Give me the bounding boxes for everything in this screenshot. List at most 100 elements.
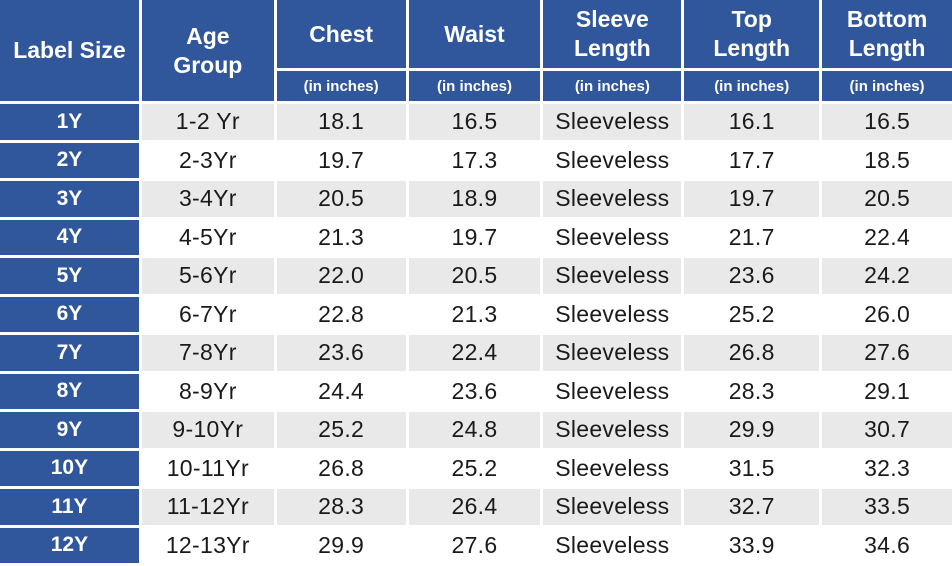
top-length-cell: 31.5 [684, 450, 820, 486]
top-length-cell: 29.9 [684, 412, 820, 448]
age-group-cell: 5-6Yr [141, 258, 274, 294]
label-size-cell: 11Y [0, 489, 139, 525]
label-size-cell: 8Y [0, 373, 139, 409]
top-length-cell: 17.7 [684, 142, 820, 178]
bottom-length-cell: 30.7 [822, 412, 952, 448]
age-group-cell: 2-3Yr [141, 142, 274, 178]
table-row: 4Y 4-5Yr 21.3 19.7 Sleeveless 21.7 22.4 [0, 219, 952, 255]
col-header-waist: Waist [408, 0, 541, 68]
chest-cell: 26.8 [276, 450, 406, 486]
waist-cell: 27.6 [408, 527, 541, 563]
table-row: 5Y 5-6Yr 22.0 20.5 Sleeveless 23.6 24.2 [0, 258, 952, 294]
sleeve-length-cell: Sleeveless [543, 412, 682, 448]
top-length-cell: 23.6 [684, 258, 820, 294]
table-row: 1Y 1-2 Yr 18.1 16.5 Sleeveless 16.1 16.5 [0, 104, 952, 140]
col-header-label-size: Label Size [0, 0, 139, 101]
chest-cell: 19.7 [276, 142, 406, 178]
label-size-cell: 6Y [0, 296, 139, 332]
sleeve-length-cell: Sleeveless [543, 296, 682, 332]
bottom-length-cell: 26.0 [822, 296, 952, 332]
label-size-cell: 4Y [0, 219, 139, 255]
waist-cell: 22.4 [408, 335, 541, 371]
sleeve-length-cell: Sleeveless [543, 104, 682, 140]
sleeve-length-cell: Sleeveless [543, 335, 682, 371]
waist-cell: 23.6 [408, 373, 541, 409]
table-row: 2Y 2-3Yr 19.7 17.3 Sleeveless 17.7 18.5 [0, 142, 952, 178]
top-length-cell: 16.1 [684, 104, 820, 140]
label-size-cell: 9Y [0, 412, 139, 448]
waist-cell: 18.9 [408, 181, 541, 217]
table-row: 7Y 7-8Yr 23.6 22.4 Sleeveless 26.8 27.6 [0, 335, 952, 371]
sleeve-length-cell: Sleeveless [543, 258, 682, 294]
waist-cell: 21.3 [408, 296, 541, 332]
age-group-cell: 12-13Yr [141, 527, 274, 563]
age-group-cell: 11-12Yr [141, 489, 274, 525]
table-row: 11Y 11-12Yr 28.3 26.4 Sleeveless 32.7 33.5 [0, 489, 952, 525]
sleeve-length-units-label: (in inches) [543, 71, 682, 101]
age-group-cell: 3-4Yr [141, 181, 274, 217]
table-row: 6Y 6-7Yr 22.8 21.3 Sleeveless 25.2 26.0 [0, 296, 952, 332]
top-length-cell: 26.8 [684, 335, 820, 371]
label-size-cell: 7Y [0, 335, 139, 371]
bottom-length-cell: 22.4 [822, 219, 952, 255]
sleeve-length-cell: Sleeveless [543, 489, 682, 525]
sleeve-length-cell: Sleeveless [543, 142, 682, 178]
chest-cell: 28.3 [276, 489, 406, 525]
col-header-bottom-length: Bottom Length [822, 0, 952, 68]
top-length-cell: 28.3 [684, 373, 820, 409]
bottom-length-cell: 20.5 [822, 181, 952, 217]
sleeve-length-cell: Sleeveless [543, 181, 682, 217]
waist-cell: 20.5 [408, 258, 541, 294]
top-length-units-label: (in inches) [684, 71, 820, 101]
sleeve-length-cell: Sleeveless [543, 450, 682, 486]
waist-units-label: (in inches) [408, 71, 541, 101]
label-size-cell: 3Y [0, 181, 139, 217]
bottom-length-cell: 33.5 [822, 489, 952, 525]
chest-cell: 22.8 [276, 296, 406, 332]
bottom-length-cell: 32.3 [822, 450, 952, 486]
age-group-cell: 9-10Yr [141, 412, 274, 448]
chest-cell: 21.3 [276, 219, 406, 255]
age-group-cell: 6-7Yr [141, 296, 274, 332]
table-row: 3Y 3-4Yr 20.5 18.9 Sleeveless 19.7 20.5 [0, 181, 952, 217]
age-group-cell: 7-8Yr [141, 335, 274, 371]
label-size-cell: 12Y [0, 527, 139, 563]
table-row: 8Y 8-9Yr 24.4 23.6 Sleeveless 28.3 29.1 [0, 373, 952, 409]
col-header-chest: Chest [276, 0, 406, 68]
top-length-cell: 25.2 [684, 296, 820, 332]
bottom-length-cell: 24.2 [822, 258, 952, 294]
sleeve-length-cell: Sleeveless [543, 527, 682, 563]
table-row: 10Y 10-11Yr 26.8 25.2 Sleeveless 31.5 32.3 [0, 450, 952, 486]
waist-cell: 17.3 [408, 142, 541, 178]
chest-cell: 23.6 [276, 335, 406, 371]
chest-cell: 20.5 [276, 181, 406, 217]
col-header-age-group: Age Group [141, 0, 274, 101]
table-body: 1Y 1-2 Yr 18.1 16.5 Sleeveless 16.1 16.5 2Y 2-3Y… [0, 104, 952, 563]
age-group-cell: 1-2 Yr [141, 104, 274, 140]
top-length-cell: 32.7 [684, 489, 820, 525]
top-length-cell: 19.7 [684, 181, 820, 217]
bottom-length-cell: 16.5 [822, 104, 952, 140]
age-group-cell: 10-11Yr [141, 450, 274, 486]
chest-cell: 22.0 [276, 258, 406, 294]
chest-cell: 18.1 [276, 104, 406, 140]
age-group-cell: 8-9Yr [141, 373, 274, 409]
chest-cell: 25.2 [276, 412, 406, 448]
age-group-cell: 4-5Yr [141, 219, 274, 255]
bottom-length-cell: 29.1 [822, 373, 952, 409]
col-header-sleeve-length: Sleeve Length [543, 0, 682, 68]
header-row-main: Label Size Age Group Chest Waist Sleeve … [0, 0, 952, 101]
waist-cell: 24.8 [408, 412, 541, 448]
chest-cell: 29.9 [276, 527, 406, 563]
sleeve-length-cell: Sleeveless [543, 219, 682, 255]
bottom-length-cell: 34.6 [822, 527, 952, 563]
label-size-cell: 5Y [0, 258, 139, 294]
chest-cell: 24.4 [276, 373, 406, 409]
top-length-cell: 33.9 [684, 527, 820, 563]
chest-units-label: (in inches) [276, 71, 406, 101]
waist-cell: 16.5 [408, 104, 541, 140]
bottom-length-cell: 27.6 [822, 335, 952, 371]
waist-cell: 26.4 [408, 489, 541, 525]
